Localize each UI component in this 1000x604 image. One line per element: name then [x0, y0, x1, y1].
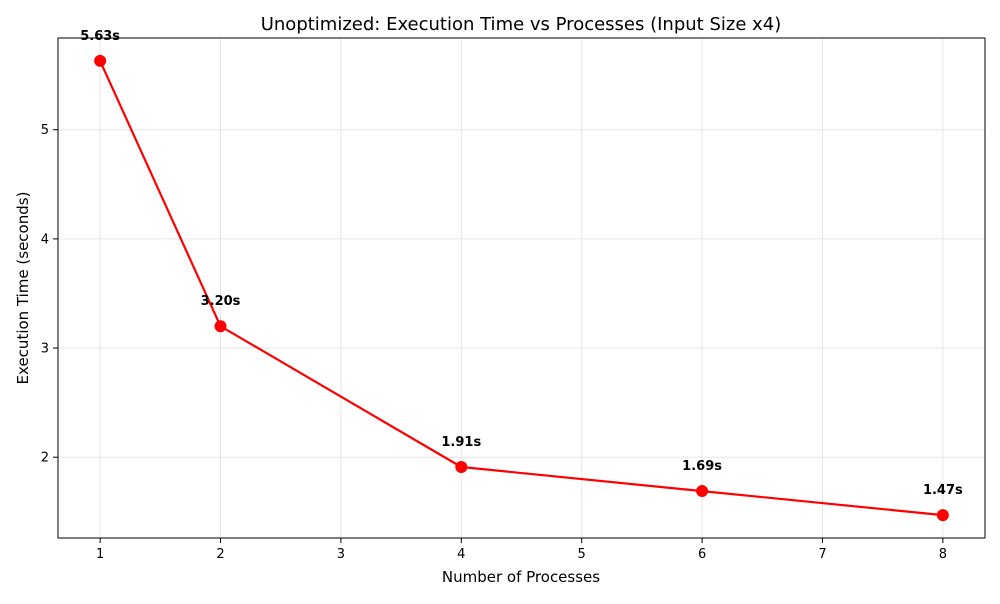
data-label: 1.91s — [441, 435, 481, 450]
series-line — [99, 60, 944, 517]
data-label: 1.69s — [682, 459, 722, 474]
data-point — [936, 509, 949, 522]
x-axis-ticks: 1 2 3 4 5 6 7 8 — [96, 538, 947, 562]
y-axis-label: Execution Time (seconds) — [14, 192, 32, 385]
data-point — [455, 461, 468, 474]
x-tick-label: 3 — [337, 547, 345, 562]
y-axis-ticks: 2 3 4 5 — [41, 123, 58, 466]
chart-title: Unoptimized: Execution Time vs Processes… — [261, 14, 782, 35]
data-point — [94, 54, 107, 67]
y-tick-label: 5 — [41, 123, 49, 138]
grid-lines — [58, 38, 985, 538]
x-tick-label: 2 — [216, 547, 224, 562]
x-tick-label: 4 — [457, 547, 465, 562]
plot-frame — [57, 37, 986, 539]
x-tick-label: 5 — [578, 547, 586, 562]
y-tick-label: 2 — [41, 451, 49, 466]
x-tick-label: 1 — [96, 547, 104, 562]
data-label: 5.63s — [80, 29, 120, 44]
x-tick-label: 8 — [939, 547, 947, 562]
y-tick-label: 4 — [41, 232, 49, 247]
data-point — [214, 320, 227, 333]
series-layer: 5.63s 3.20s 1.91s 1.69s 1.47s — [80, 29, 963, 522]
x-tick-label: 6 — [698, 547, 706, 562]
data-point — [696, 485, 709, 498]
data-label: 1.47s — [923, 483, 963, 498]
y-tick-label: 3 — [41, 342, 49, 357]
x-tick-label: 7 — [818, 547, 826, 562]
x-axis-label: Number of Processes — [442, 568, 600, 586]
data-label: 3.20s — [201, 294, 241, 309]
